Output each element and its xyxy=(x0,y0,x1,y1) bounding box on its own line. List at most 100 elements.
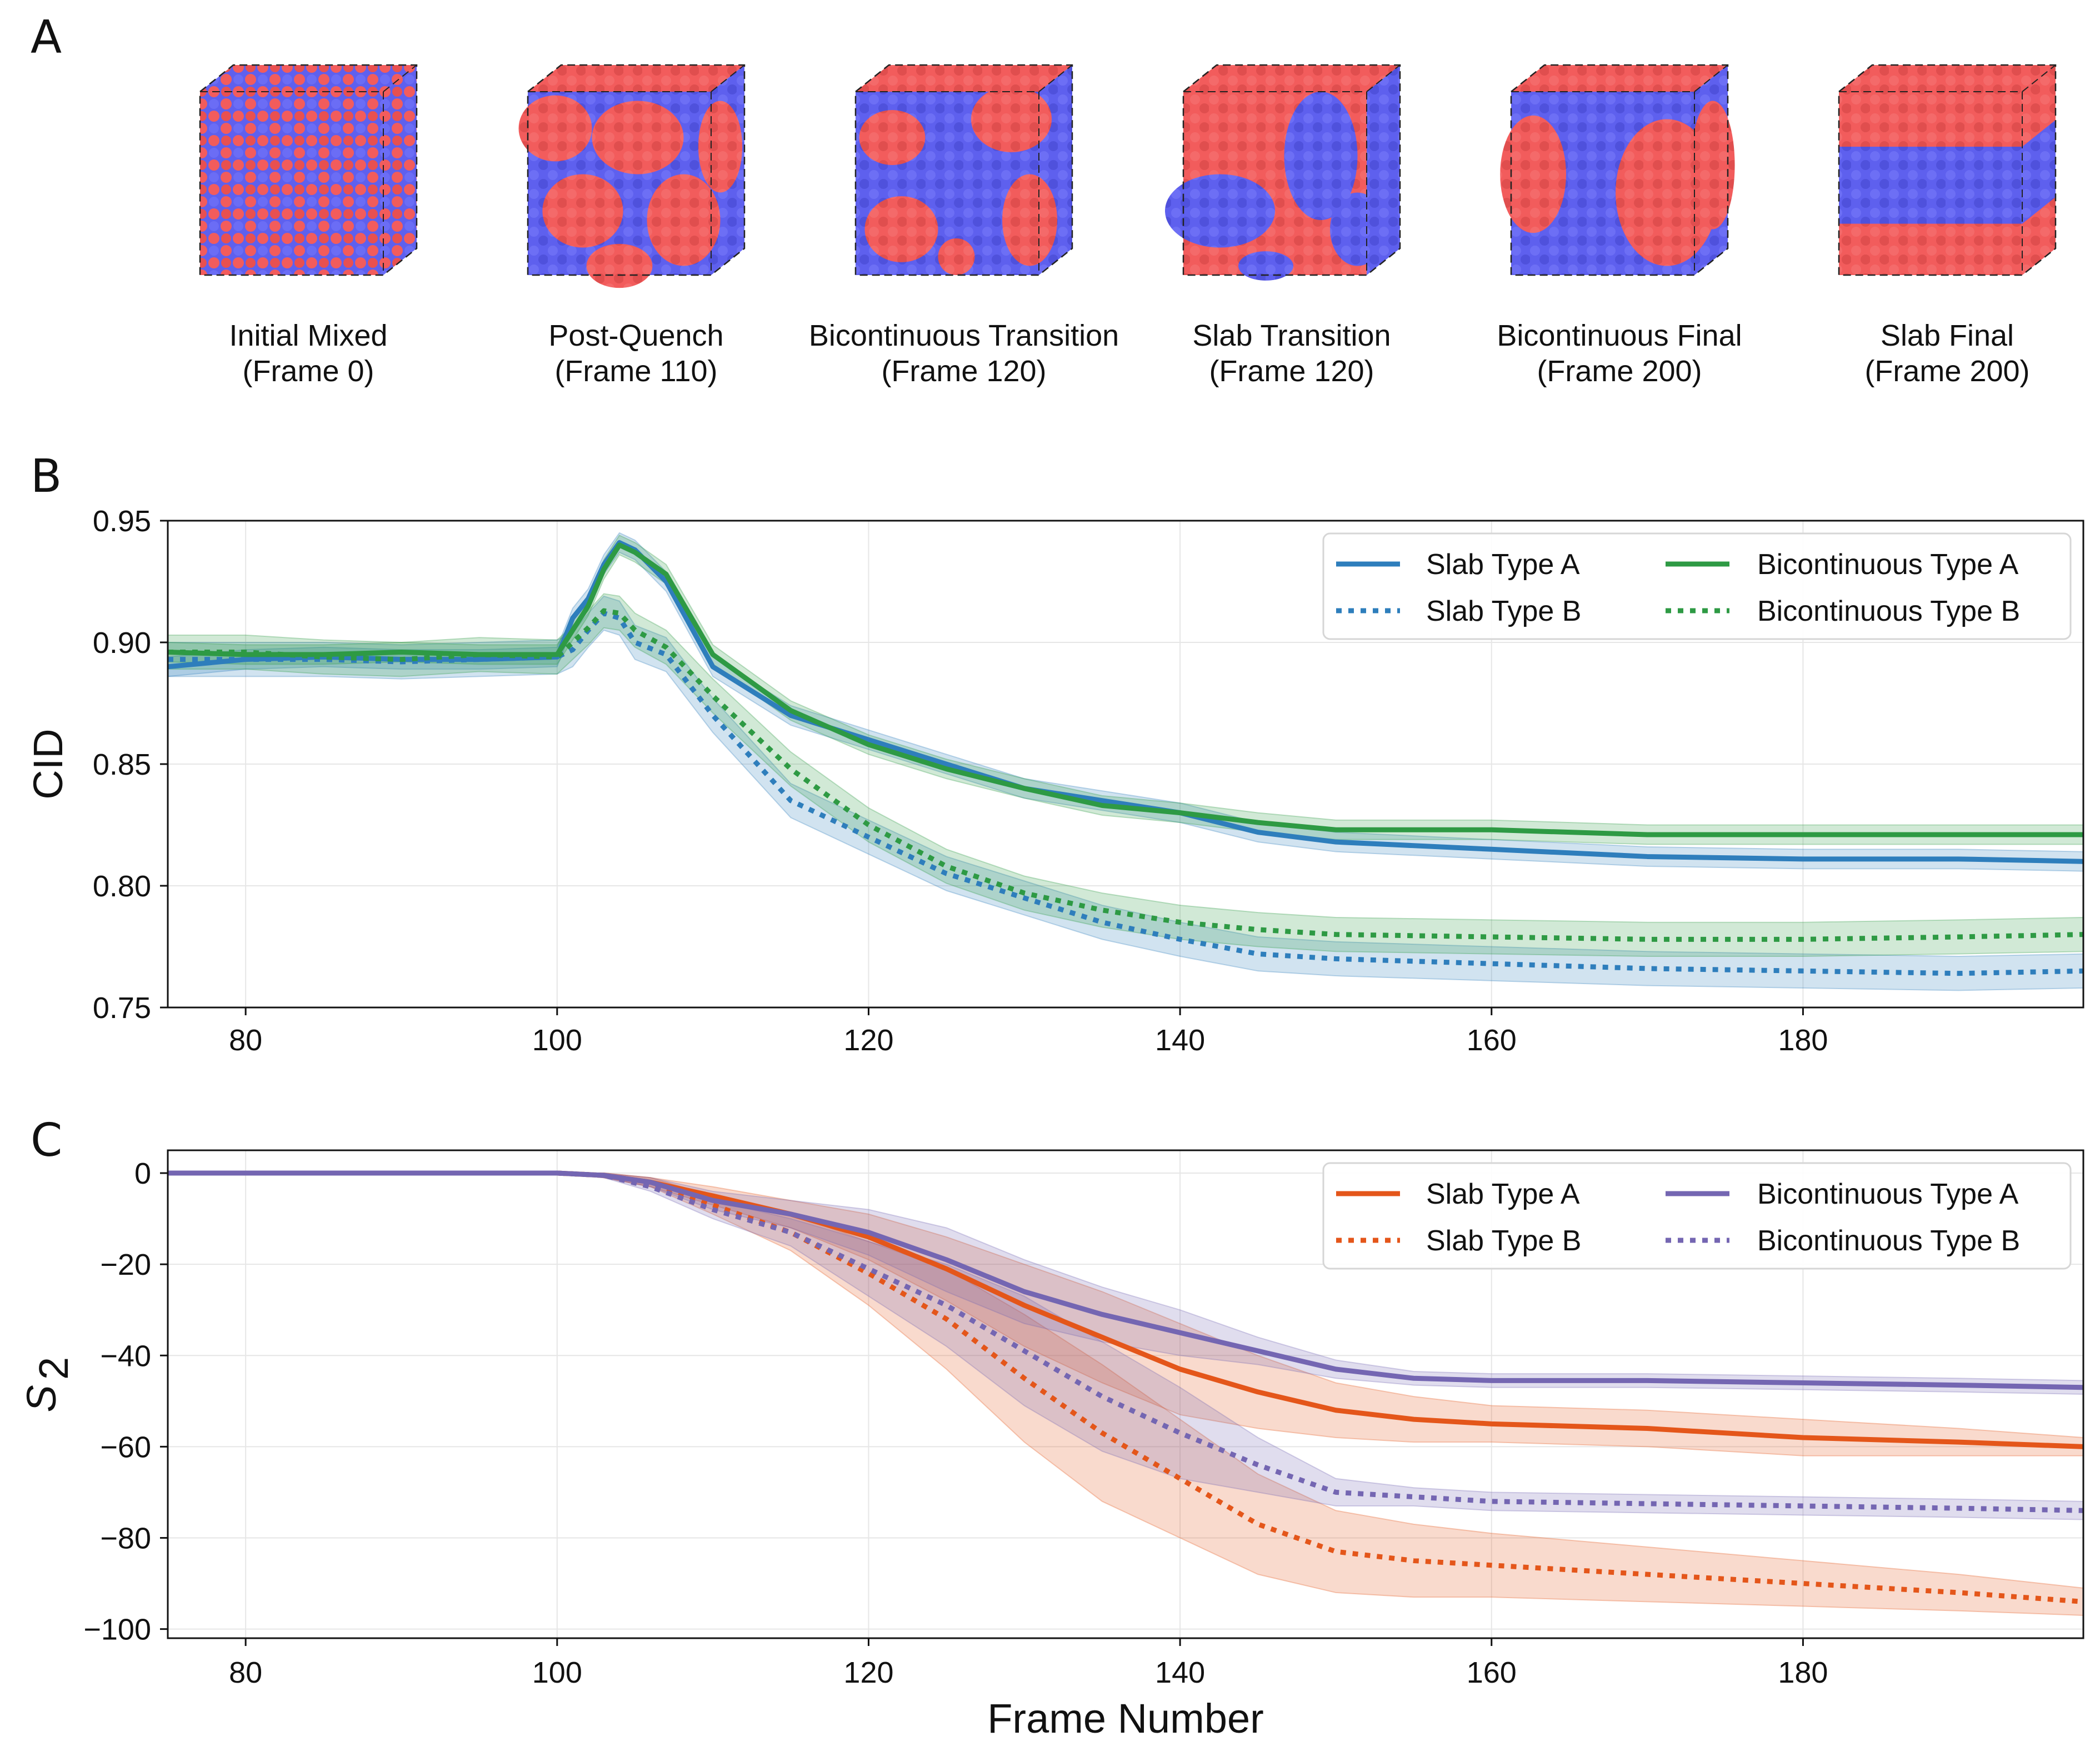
s2-y-tick-label: −80 xyxy=(100,1521,151,1555)
series-band xyxy=(167,593,2084,957)
domain-blob xyxy=(542,174,623,248)
legend-label: Slab Type A xyxy=(1426,548,1580,581)
snapshot-bicontinuous-transition xyxy=(854,64,1073,276)
domain-blob xyxy=(971,86,1052,152)
snapshot-title: Slab Transition xyxy=(1192,319,1391,352)
snapshot-post-quench xyxy=(518,64,746,288)
domain-blob xyxy=(1500,115,1567,233)
svg-text:S: S xyxy=(18,1385,64,1412)
s2-x-tick-label: 140 xyxy=(1155,1656,1205,1689)
s2-x-tick-label: 180 xyxy=(1778,1656,1828,1689)
cube-top-face xyxy=(1183,65,1400,92)
legend-label: Bicontinuous Type A xyxy=(1757,1178,2019,1210)
cid-y-tick-label: 0.80 xyxy=(93,870,151,903)
domain-slab xyxy=(1839,223,2022,275)
cid-x-tick-label: 160 xyxy=(1467,1024,1517,1057)
cube-edge xyxy=(1366,64,1401,92)
cube-frame xyxy=(527,64,746,276)
domain-blob xyxy=(1330,192,1385,266)
series-line xyxy=(167,542,2083,837)
legend-label: Slab Type B xyxy=(1426,595,1581,627)
cid-x-tick-label: 140 xyxy=(1155,1024,1205,1057)
s2-y-axis-symbol: S xyxy=(18,1385,64,1412)
snapshot-frame: (Frame 200) xyxy=(1864,355,2029,388)
snapshot-frame: (Frame 200) xyxy=(1537,355,1702,388)
panel-label-b: B xyxy=(31,450,62,503)
snapshot-title: Initial Mixed xyxy=(229,319,387,352)
s2-x-tick-label: 100 xyxy=(532,1656,582,1689)
cube-top-face xyxy=(1511,65,1728,92)
cube-front-face xyxy=(200,92,383,275)
s2-y-tick-label: −60 xyxy=(100,1430,151,1464)
snapshot-frame: (Frame 120) xyxy=(881,355,1046,388)
series-line xyxy=(167,540,2084,864)
cube-edge xyxy=(2022,64,2056,92)
s2-y-tick-label: −20 xyxy=(100,1248,151,1281)
cube-frame xyxy=(1510,64,1729,276)
domain-slab xyxy=(1839,92,2022,147)
snapshot-frame: (Frame 120) xyxy=(1209,355,1374,388)
s2-y-tick-label: −100 xyxy=(83,1613,151,1647)
panel-label-c: C xyxy=(31,1114,62,1167)
cid-x-tick-label: 100 xyxy=(532,1024,582,1057)
cid-y-tick-label: 0.85 xyxy=(93,748,151,781)
domain-blob xyxy=(1002,174,1057,266)
snapshot-title: Post-Quench xyxy=(548,319,723,352)
domain-blob xyxy=(864,196,938,262)
cid-legend: Slab Type A Slab Type B Bicontinuous Typ… xyxy=(1322,532,2072,640)
snapshot-title: Bicontinuous Final xyxy=(1497,319,1742,352)
cid-y-tick-label: 0.95 xyxy=(93,505,151,538)
s2-plot-frame xyxy=(167,1149,2084,1639)
domain-blob xyxy=(698,101,743,193)
snapshot-row: Initial Mixed (Frame 0) Post-Quench (Fra… xyxy=(199,64,2057,388)
s2-x-tick-label: 120 xyxy=(843,1656,893,1689)
snapshot-frame: (Frame 0) xyxy=(242,355,374,388)
cube-top-face xyxy=(200,65,417,92)
cid-y-tick-label: 0.90 xyxy=(93,626,151,660)
snapshot-slab-transition xyxy=(1165,64,1401,281)
domain-slab xyxy=(2022,197,2056,275)
s2-y-tick-label: −40 xyxy=(100,1339,151,1373)
snapshot-title: Bicontinuous Transition xyxy=(809,319,1119,352)
cube-frame xyxy=(199,64,418,276)
legend-label: Bicontinuous Type B xyxy=(1757,1225,2020,1257)
domain-blob xyxy=(586,243,653,288)
domain-blob xyxy=(518,95,592,162)
domain-blob xyxy=(938,238,975,275)
panel-label-a: A xyxy=(31,11,62,64)
domain-blob xyxy=(859,110,926,165)
domain-slab xyxy=(2022,65,2056,147)
cube-edge xyxy=(1694,64,1728,92)
domain-blob xyxy=(1238,251,1293,281)
snapshot-slab-final xyxy=(1838,64,2057,276)
legend-label: Slab Type A xyxy=(1426,1178,1580,1210)
s2-y-tick-label: 0 xyxy=(134,1157,151,1190)
cid-plot-frame xyxy=(167,520,2084,1009)
snapshot-frame: (Frame 110) xyxy=(554,355,717,388)
s2-x-axis-title: Frame Number xyxy=(987,1695,1264,1742)
series-line xyxy=(168,1170,2084,1604)
domain-blob xyxy=(592,101,684,174)
cube-frame xyxy=(1182,64,1401,276)
cube-edge xyxy=(711,64,745,92)
cube-edge xyxy=(383,64,417,92)
cube-edge xyxy=(1038,64,1073,92)
cid-ticks: 80 100 120 140 160 180 0.75 0.80 0.85 0.… xyxy=(93,505,1828,1057)
cid-y-tick-label: 0.75 xyxy=(93,991,151,1025)
legend-label: Slab Type B xyxy=(1426,1225,1581,1257)
cube-top-face xyxy=(856,65,1072,92)
cube-top-face xyxy=(528,65,744,92)
s2-chart: 80 100 120 140 160 180 0 −20 −40 −60 −80… xyxy=(18,1149,2084,1742)
cid-chart: 80 100 120 140 160 180 0.75 0.80 0.85 0.… xyxy=(25,505,2084,1057)
s2-x-tick-label: 80 xyxy=(229,1656,262,1689)
snapshot-bicontinuous-final xyxy=(1500,64,1735,276)
cube-frame xyxy=(1838,64,2057,276)
cube-top-face xyxy=(1839,65,2056,92)
series-line xyxy=(168,1170,2084,1390)
cid-y-axis-title: CID xyxy=(25,729,71,799)
snapshot-title: Slab Final xyxy=(1881,319,2014,352)
domain-blob xyxy=(1691,101,1735,230)
legend-label: Bicontinuous Type B xyxy=(1757,595,2020,627)
series-line xyxy=(168,608,2084,942)
